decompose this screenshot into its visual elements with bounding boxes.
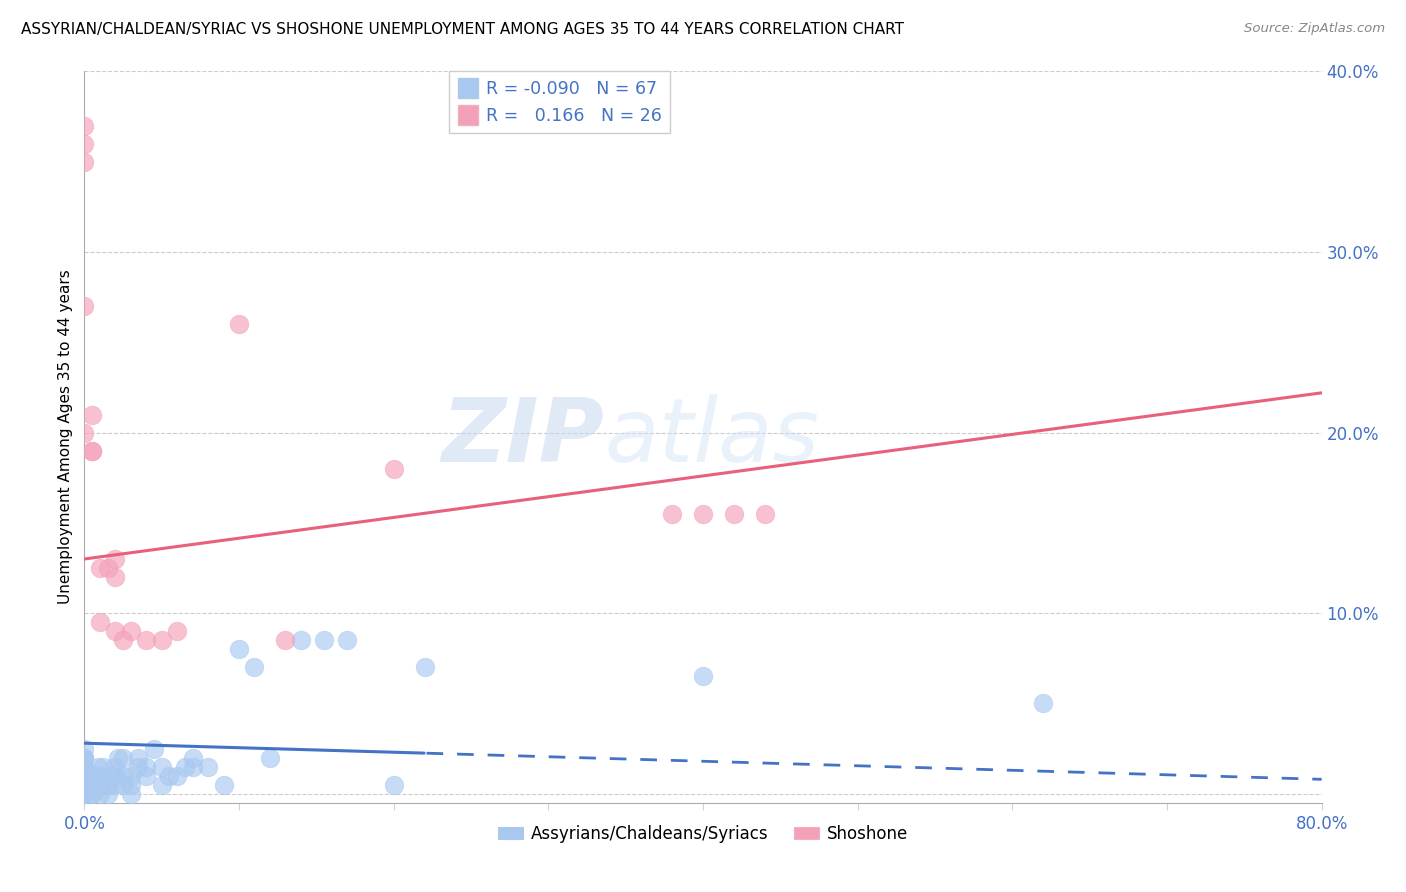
Point (73, 787, 96, 801)
Point (73, 769, 96, 783)
Point (413, 660, 436, 674)
Point (661, 507, 683, 521)
Point (197, 760, 219, 774)
Point (73, 119, 96, 133)
Point (73, 154, 96, 169)
Point (274, 633, 297, 648)
Point (382, 461, 405, 475)
Text: ASSYRIAN/CHALDEAN/SYRIAC VS SHOSHONE UNEMPLOYMENT AMONG AGES 35 TO 44 YEARS CORR: ASSYRIAN/CHALDEAN/SYRIAC VS SHOSHONE UNE… (21, 22, 904, 37)
Point (73, 750, 96, 764)
Point (104, 760, 127, 774)
Point (104, 624, 127, 639)
Point (73, 760, 96, 774)
Point (82, 443, 104, 458)
Point (73, 769, 96, 783)
Point (73, 769, 96, 783)
Point (112, 769, 135, 783)
Point (174, 760, 197, 774)
Point (73, 750, 96, 764)
Point (87, 760, 110, 774)
Point (336, 633, 359, 648)
Point (104, 570, 127, 584)
Point (692, 669, 714, 683)
Point (127, 760, 149, 774)
Point (754, 507, 776, 521)
Point (73, 778, 96, 792)
Point (89, 787, 111, 801)
Point (101, 769, 124, 783)
Point (73, 741, 96, 756)
Point (723, 507, 745, 521)
Point (89, 769, 111, 783)
Point (82, 408, 104, 422)
Point (73, 760, 96, 774)
Point (135, 769, 157, 783)
Point (107, 750, 129, 764)
Point (73, 769, 96, 783)
Point (181, 760, 204, 774)
Point (228, 317, 250, 331)
Point (212, 778, 235, 792)
Text: Source: ZipAtlas.com: Source: ZipAtlas.com (1244, 22, 1385, 36)
Point (150, 778, 173, 792)
Point (96, 561, 118, 575)
Point (127, 750, 149, 764)
Point (150, 633, 173, 648)
Point (692, 507, 714, 521)
Y-axis label: Unemployment Among Ages 35 to 44 years: Unemployment Among Ages 35 to 44 years (58, 269, 73, 605)
Point (181, 750, 204, 764)
Point (159, 769, 180, 783)
Point (96, 787, 118, 801)
Point (243, 660, 266, 674)
Point (73, 769, 96, 783)
Point (290, 633, 312, 648)
Point (86, 769, 108, 783)
Point (82, 787, 104, 801)
Point (104, 552, 127, 566)
Point (259, 750, 281, 764)
Point (135, 760, 157, 774)
Point (112, 750, 135, 764)
Point (84, 769, 107, 783)
Point (73, 299, 96, 313)
Point (73, 787, 96, 801)
Point (120, 787, 142, 801)
Point (104, 778, 127, 792)
Point (135, 633, 157, 648)
Point (73, 778, 96, 792)
Point (150, 760, 173, 774)
Point (73, 778, 96, 792)
Point (82, 787, 104, 801)
Point (89, 615, 111, 630)
Point (89, 561, 111, 575)
Point (166, 769, 188, 783)
Point (73, 750, 96, 764)
Point (91, 760, 114, 774)
Point (112, 778, 135, 792)
Point (1032, 697, 1054, 711)
Point (166, 624, 188, 639)
Point (120, 624, 142, 639)
Point (96, 778, 118, 792)
Point (73, 787, 96, 801)
Point (120, 778, 142, 792)
Point (73, 136, 96, 151)
Point (73, 778, 96, 792)
Point (73, 787, 96, 801)
Point (382, 778, 405, 792)
Point (143, 741, 166, 756)
Point (104, 769, 127, 783)
Text: atlas: atlas (605, 394, 818, 480)
Legend: Assyrians/Chaldeans/Syriacs, Shoshone: Assyrians/Chaldeans/Syriacs, Shoshone (491, 818, 915, 849)
Point (82, 778, 104, 792)
Point (312, 633, 335, 648)
Point (82, 443, 104, 458)
Point (112, 633, 135, 648)
Point (228, 642, 250, 657)
Text: ZIP: ZIP (441, 393, 605, 481)
Point (73, 425, 96, 440)
Point (120, 769, 142, 783)
Point (89, 778, 111, 792)
Point (73, 769, 96, 783)
